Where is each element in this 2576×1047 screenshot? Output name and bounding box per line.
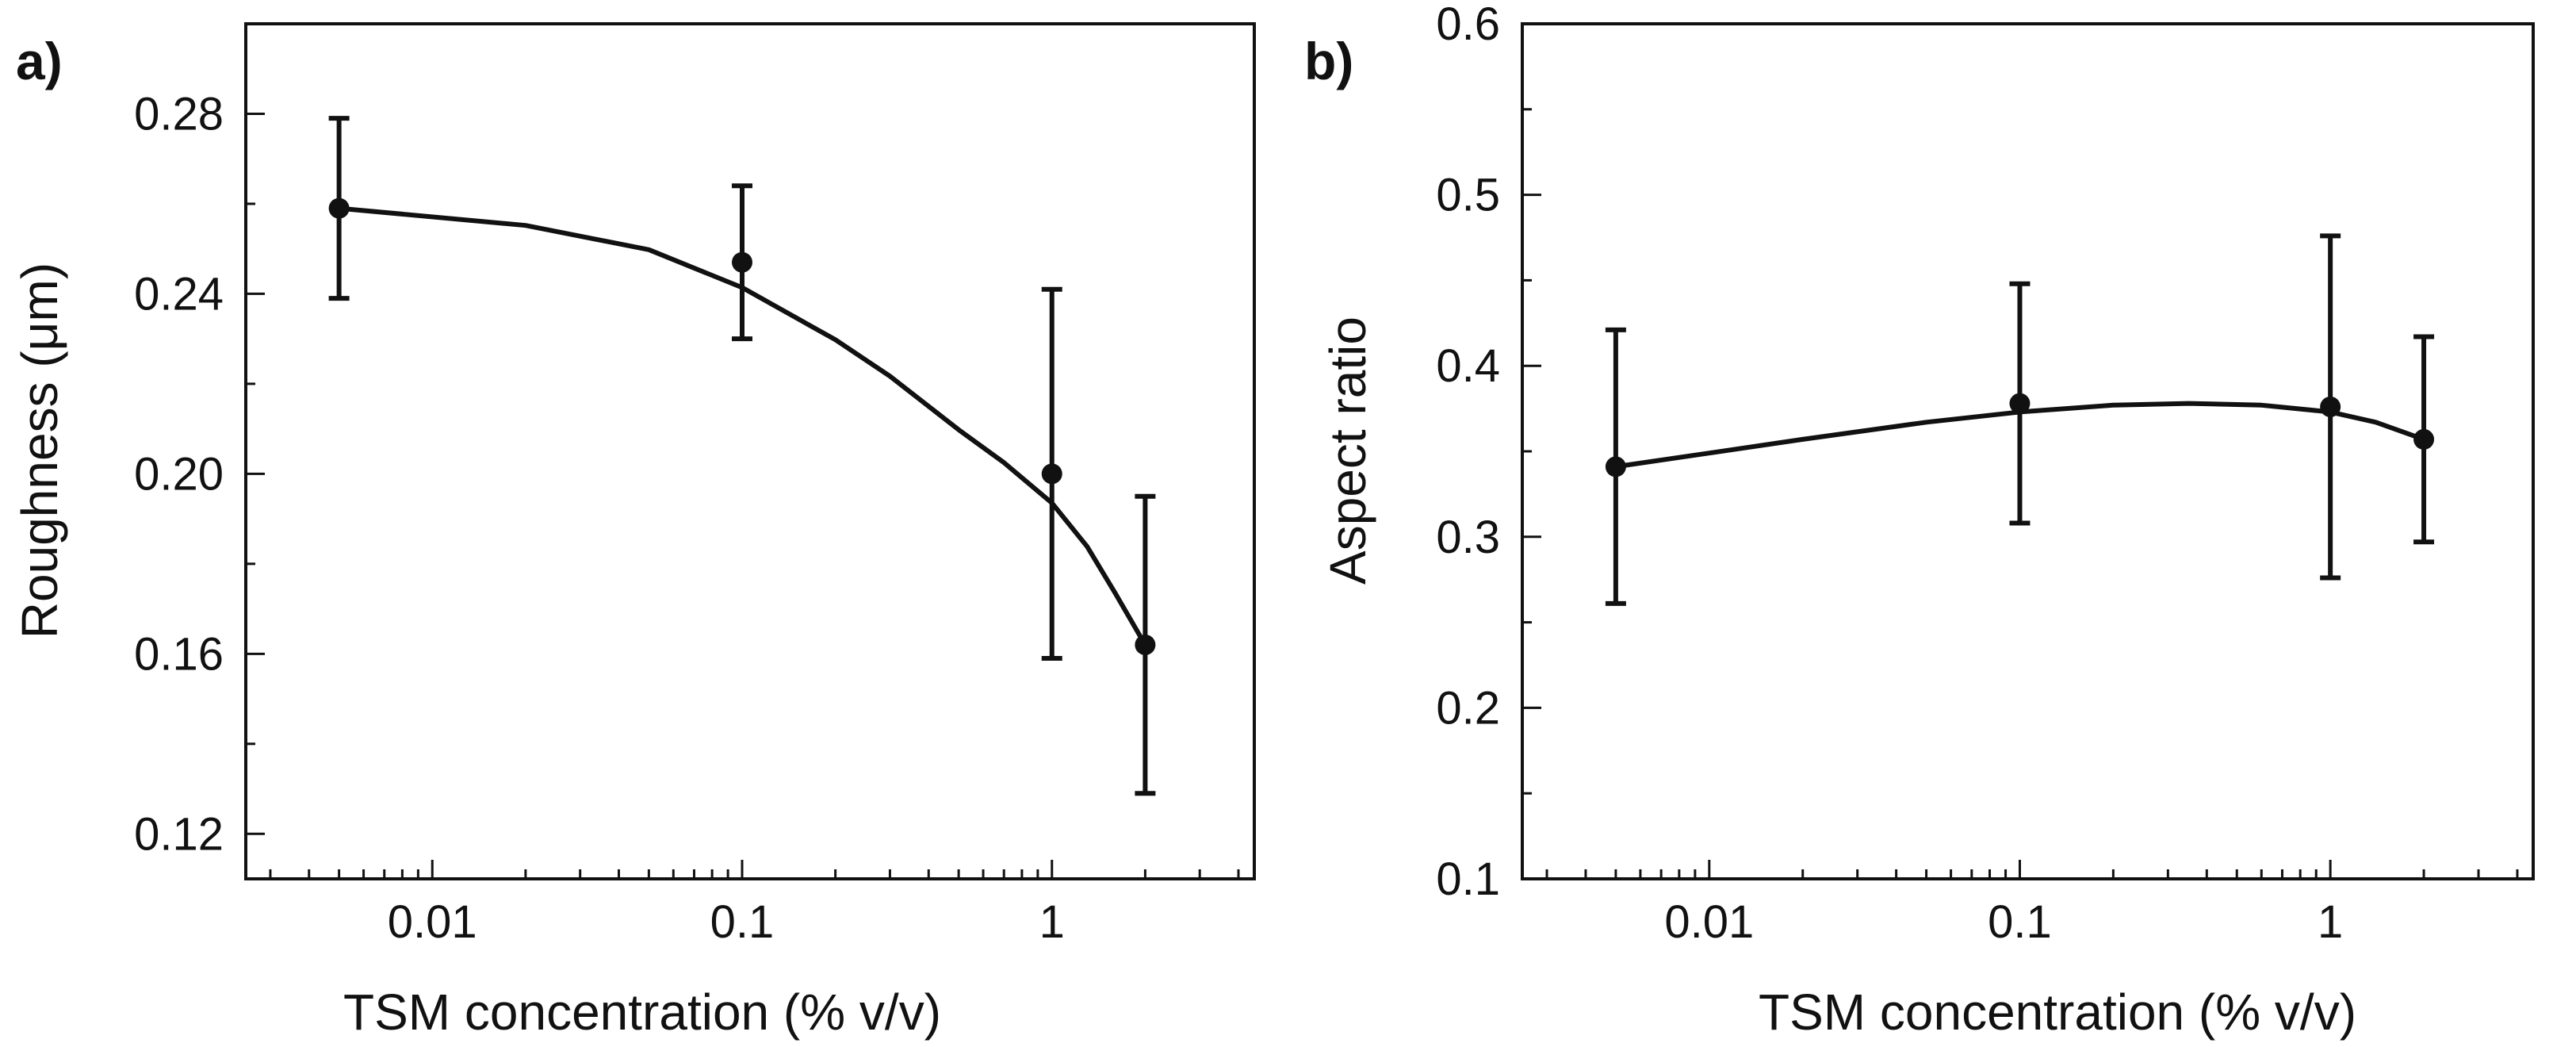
- data-point-a: [328, 198, 350, 219]
- data-point-a: [1135, 634, 1156, 655]
- x-tick-label-b: 0.01: [1664, 896, 1754, 948]
- y-tick-label-b: 0.5: [1436, 170, 1500, 221]
- y-tick-label-b: 0.6: [1436, 0, 1500, 50]
- panel-label-b: b): [1304, 32, 1353, 90]
- y-tick-label-a: 0.28: [134, 88, 224, 140]
- data-point-b: [2009, 393, 2031, 414]
- data-point-b: [1605, 456, 1626, 477]
- data-point-a: [732, 251, 753, 273]
- data-point-a: [1041, 463, 1062, 485]
- plot-frame-a: [244, 22, 1256, 880]
- y-tick-label-a: 0.12: [134, 808, 224, 860]
- fit-curve-b: [1615, 401, 2425, 470]
- y-tick-label-a: 0.24: [134, 268, 224, 320]
- y-tick-label-b: 0.4: [1436, 340, 1500, 392]
- x-axis-label-b: TSM concentration (% v/v): [1759, 984, 2356, 1041]
- data-point-b: [2413, 428, 2435, 450]
- y-axis-label-b: Aspect ratio: [1319, 316, 1376, 585]
- y-tick-label-a: 0.20: [134, 448, 224, 500]
- y-tick-label-b: 0.3: [1436, 512, 1500, 563]
- x-tick-label-a: 0.1: [710, 896, 775, 948]
- plot-frame-b: [1521, 22, 2535, 880]
- y-tick-label-b: 0.2: [1436, 682, 1500, 734]
- x-tick-label-b: 1: [2318, 896, 2343, 948]
- panel-label-a: a): [16, 32, 63, 90]
- x-tick-label-b: 0.1: [1988, 896, 2052, 948]
- x-tick-label-a: 1: [1039, 896, 1065, 948]
- fit-curve-a: [339, 205, 1147, 646]
- y-axis-label-a: Roughness (μm): [11, 263, 68, 639]
- y-tick-label-a: 0.16: [134, 628, 224, 680]
- panel-b-aspect-ratio: b) TSM concentration (% v/v) Aspect rati…: [1304, 0, 2535, 1041]
- y-tick-label-b: 0.1: [1436, 853, 1500, 905]
- panel-a-roughness: a) TSM concentration (% v/v) Roughness (…: [11, 22, 1256, 1041]
- x-tick-label-a: 0.01: [388, 896, 477, 948]
- data-point-b: [2320, 396, 2341, 417]
- x-axis-label-a: TSM concentration (% v/v): [343, 984, 941, 1041]
